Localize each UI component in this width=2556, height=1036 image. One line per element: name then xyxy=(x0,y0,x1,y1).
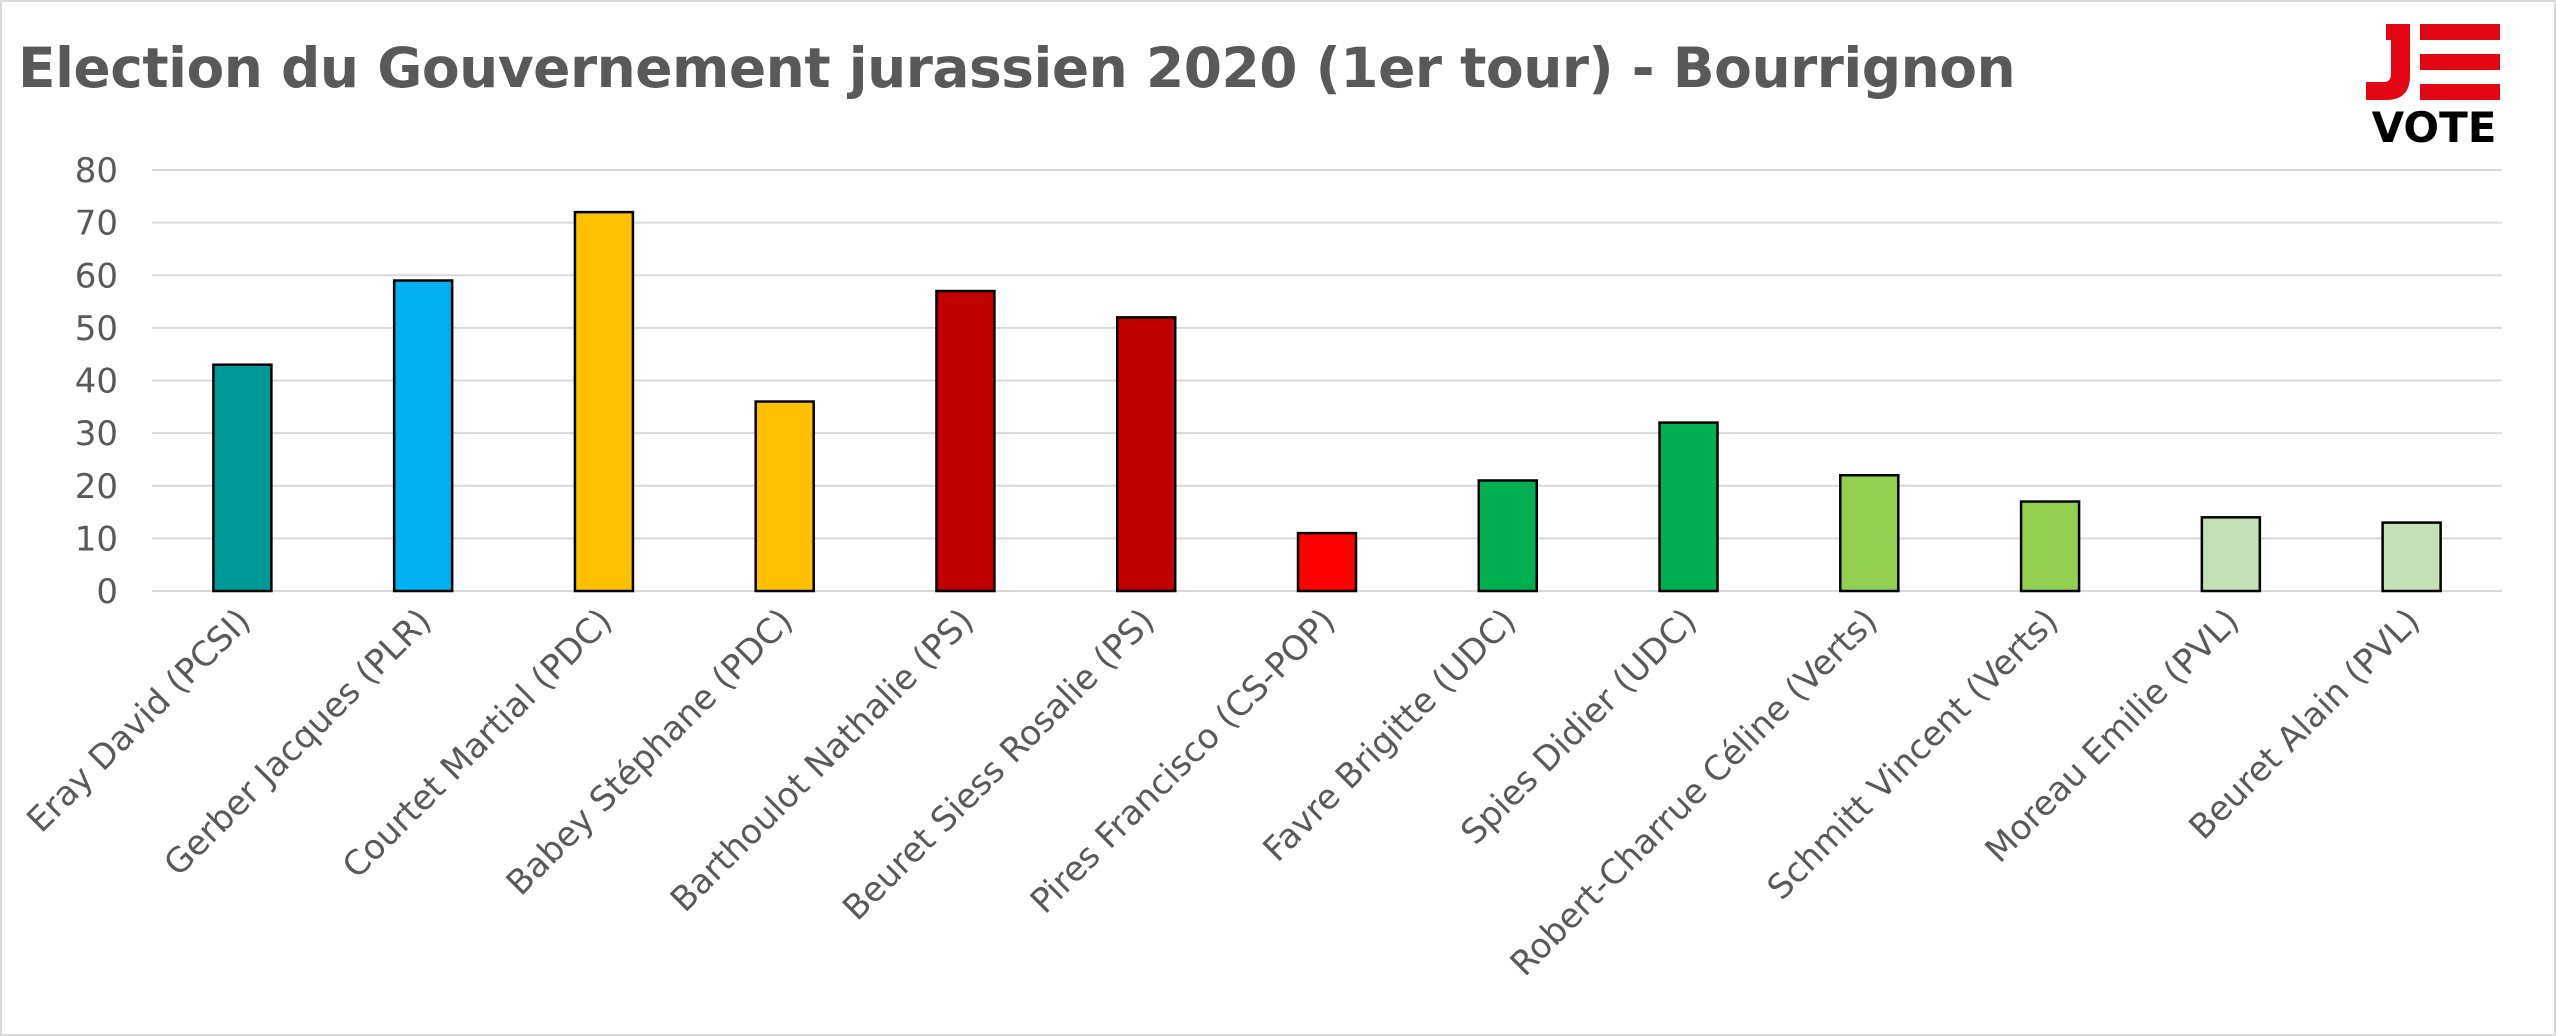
y-tick-label: 30 xyxy=(75,414,118,454)
bar-1 xyxy=(392,279,454,593)
y-tick-label: 80 xyxy=(75,151,118,191)
logo-e-bar-middle xyxy=(2420,54,2500,70)
category-labels: Eray David (PCSI)Gerber Jacques (PLR)Cou… xyxy=(19,601,2428,984)
bar-11 xyxy=(2200,516,2262,593)
bar-0 xyxy=(212,363,273,593)
logo-e-bar-top xyxy=(2420,24,2500,40)
y-axis-ticks: 0 10 20 30 40 50 60 70 80 xyxy=(75,151,118,612)
y-tick-label: 20 xyxy=(75,467,118,507)
bar-8 xyxy=(1658,421,1719,593)
bar-10 xyxy=(2019,500,2081,593)
bars xyxy=(212,210,2442,593)
je-vote-logo: VOTE xyxy=(2366,24,2500,146)
logo-j-shape xyxy=(2366,24,2410,100)
bar-4 xyxy=(935,289,996,593)
bar-2 xyxy=(573,210,635,593)
category-label: Babey Stéphane (PDC) xyxy=(499,601,801,903)
category-label: Barthoulot Nathalie (PS) xyxy=(663,601,982,920)
bar-9 xyxy=(1839,473,1900,593)
category-label: Robert-Charrue Céline (Verts) xyxy=(1503,601,1886,984)
category-label: Beuret Siess Rosalie (PS) xyxy=(835,601,1162,928)
bar-5 xyxy=(1115,316,1177,593)
bar-3 xyxy=(754,400,815,593)
chart-title: Election du Gouvernement jurassien 2020 … xyxy=(18,36,2016,100)
y-tick-label: 60 xyxy=(75,256,118,296)
gridlines xyxy=(152,169,2502,592)
logo-e-bar-bottom xyxy=(2420,84,2500,100)
bar-7 xyxy=(1477,479,1539,593)
category-label: Pires Francisco (CS-POP) xyxy=(1023,601,1344,922)
bar-12 xyxy=(2381,521,2442,593)
y-tick-label: 70 xyxy=(75,204,118,244)
y-tick-label: 0 xyxy=(96,572,118,612)
y-tick-label: 50 xyxy=(75,309,118,349)
category-label: Schmitt Vincent (Verts) xyxy=(1760,601,2067,908)
logo-word: VOTE xyxy=(2372,103,2497,146)
bar-6 xyxy=(1296,531,1358,593)
y-tick-label: 10 xyxy=(75,519,118,559)
y-tick-label: 40 xyxy=(75,362,118,402)
